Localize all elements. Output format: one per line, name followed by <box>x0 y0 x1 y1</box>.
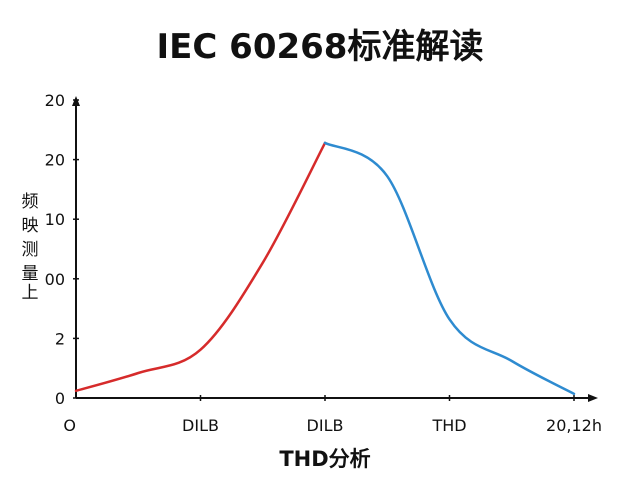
y-tick-label: 00 <box>45 270 65 289</box>
y-label-char: 频 <box>22 192 39 212</box>
falling-curve-line <box>323 141 576 396</box>
rising-curve-line <box>74 141 327 393</box>
x-ticks: O DILB DILB THD 20,12h <box>63 395 602 435</box>
x-axis-arrow <box>588 394 598 402</box>
x-tick-label: 20,12h <box>546 416 602 435</box>
y-ticks: 0 2 00 10 20 20 <box>45 91 79 408</box>
y-tick-label: 20 <box>45 151 65 170</box>
y-tick-label: 2 <box>55 329 65 348</box>
series-group <box>74 141 576 396</box>
x-axis-label: THD分析 <box>279 447 370 471</box>
y-label-char: 上 <box>22 283 39 303</box>
y-label-char: 量 <box>22 264 39 284</box>
x-tick-label: O <box>63 416 76 435</box>
y-tick-label: 20 <box>45 91 65 110</box>
y-axis-label: 频 映 测 量 上 <box>22 192 39 303</box>
y-label-char: 映 <box>22 216 39 236</box>
x-tick-label: THD <box>431 416 466 435</box>
y-axis-arrow <box>72 96 80 106</box>
x-tick-label: DILB <box>307 416 344 435</box>
chart-title: IEC 60268标准解读 <box>157 27 484 67</box>
y-tick-label: 0 <box>55 389 65 408</box>
x-tick-label: DILB <box>182 416 219 435</box>
y-label-char: 测 <box>22 240 39 260</box>
y-tick-label: 10 <box>45 210 65 229</box>
